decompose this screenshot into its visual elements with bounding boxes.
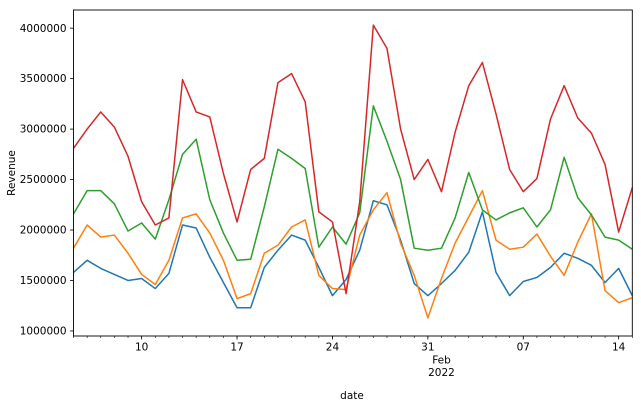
y-tick-label: 3000000 xyxy=(20,124,67,136)
plot-area xyxy=(73,9,633,337)
series-lines xyxy=(72,24,634,319)
chart-line-series_3 xyxy=(72,105,633,262)
y-tick-label: 2000000 xyxy=(20,225,67,237)
x-year-label: 2022 xyxy=(428,367,455,379)
x-tick-label: 24 xyxy=(326,342,340,354)
x-tick-label: 10 xyxy=(135,342,148,354)
y-tick-label: 2500000 xyxy=(20,174,67,186)
x-tick-label: 14 xyxy=(612,342,626,354)
x-tick-label: 07 xyxy=(517,342,530,354)
y-tick-label: 1000000 xyxy=(20,326,67,338)
y-tick-label: 3500000 xyxy=(20,73,67,85)
x-axis-label: date xyxy=(340,390,364,402)
chart-line-series_4 xyxy=(72,24,634,295)
x-tick-label: 17 xyxy=(230,342,243,354)
axes: 1000000 1500000 2000000 2500000 3000000 35000… xyxy=(20,9,633,379)
x-month-label: Feb xyxy=(432,355,451,367)
y-tick-label: 1500000 xyxy=(20,275,67,287)
chart-line-series_2 xyxy=(72,189,633,319)
y-tick-label: 4000000 xyxy=(20,23,67,35)
y-axis-label: Revenue xyxy=(6,150,18,196)
x-tick-label: 31 xyxy=(421,342,434,354)
